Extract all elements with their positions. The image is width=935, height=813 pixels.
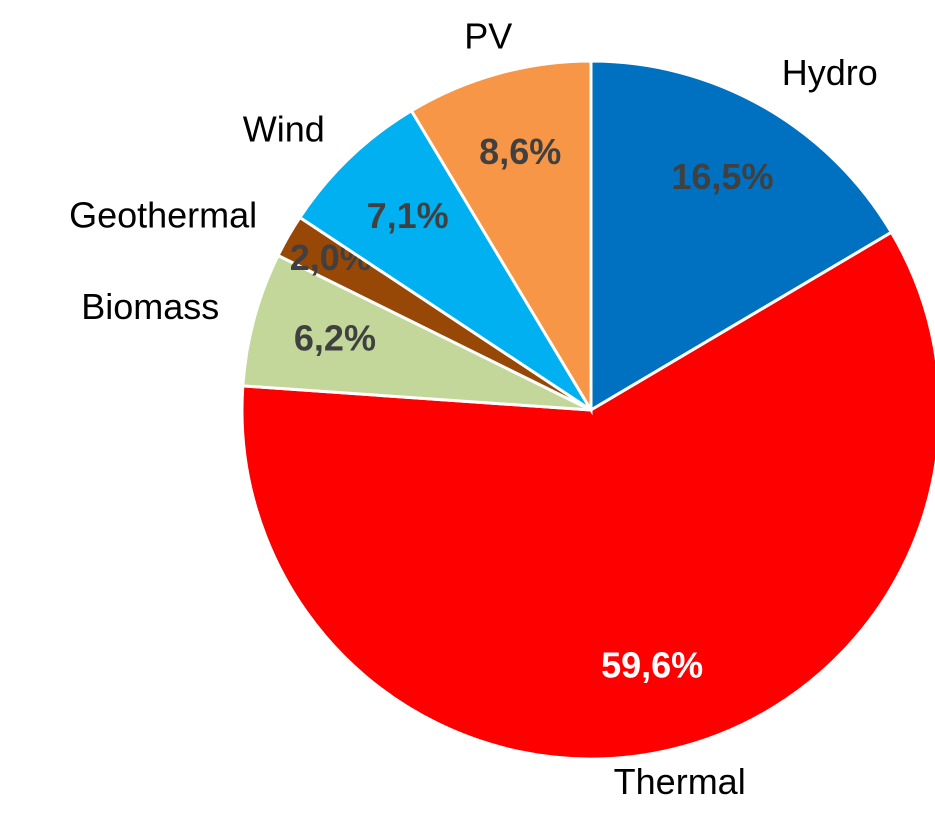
category-label: Biomass xyxy=(81,286,219,327)
pie-slice xyxy=(589,59,894,413)
value-label: 6,2% xyxy=(294,317,376,358)
category-label: Hydro xyxy=(782,52,878,93)
pie-slice xyxy=(409,59,593,416)
value-label: 16,5% xyxy=(671,156,773,197)
pie-slice xyxy=(241,253,592,412)
category-label: Wind xyxy=(243,108,325,149)
value-label: 7,1% xyxy=(367,195,449,236)
category-label: PV xyxy=(464,15,512,56)
pie-slice xyxy=(240,230,935,761)
category-label: Thermal xyxy=(614,761,746,802)
value-label: 59,6% xyxy=(601,645,703,686)
value-label: 8,6% xyxy=(479,131,561,172)
pie-slice xyxy=(297,108,593,412)
category-label: Geothermal xyxy=(69,195,257,236)
